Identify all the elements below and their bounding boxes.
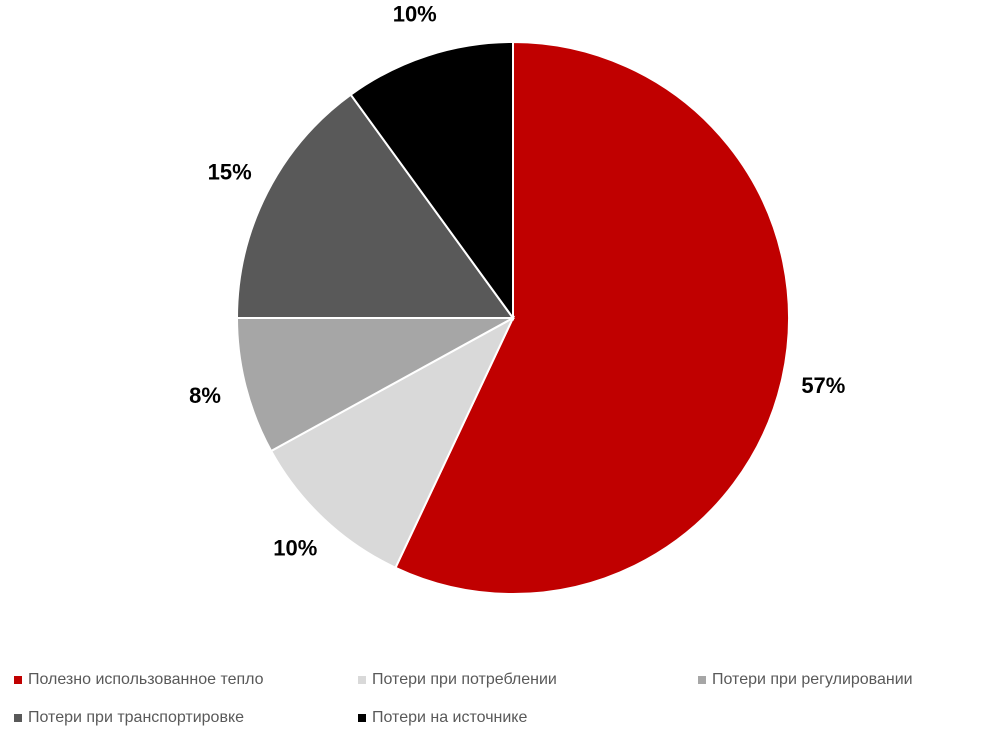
legend-label: Потери при транспортировке: [28, 709, 244, 726]
pie-slice: [235, 317, 514, 453]
data-label: 10%: [273, 536, 317, 561]
data-label: 8%: [189, 383, 221, 408]
pie-slice: [269, 315, 516, 570]
legend-marker: [14, 714, 22, 722]
legend-marker: [14, 676, 22, 684]
legend-label: Потери при потреблении: [372, 671, 557, 688]
data-label: 57%: [801, 373, 845, 398]
legend-label: Потери при регулировании: [712, 671, 913, 688]
pie-slice: [394, 40, 790, 595]
pie-slice: [349, 40, 514, 322]
legend-label: Полезно использованное тепло: [28, 671, 264, 688]
legend-marker: [698, 676, 706, 684]
legend-marker: [358, 714, 366, 722]
legend-label: Потери на источнике: [372, 709, 527, 726]
data-label: 10%: [393, 1, 437, 26]
data-label: 15%: [208, 159, 252, 184]
legend-marker: [358, 676, 366, 684]
pie-slice: [235, 93, 515, 319]
